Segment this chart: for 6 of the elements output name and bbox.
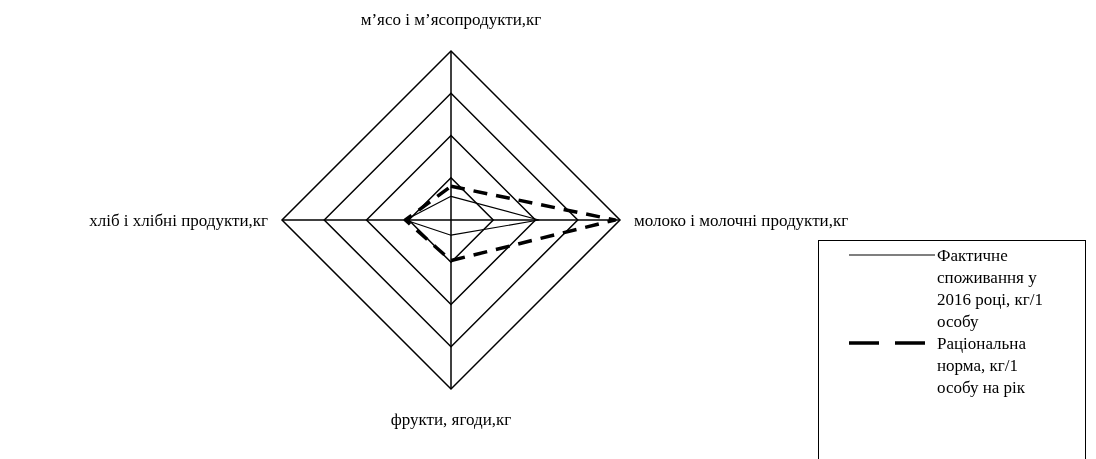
text: Раціональна норма, кг/1 особу на рік bbox=[937, 333, 1027, 399]
text: Фактичне споживання у 2016 році, кг/1 особу bbox=[937, 245, 1045, 333]
spoke-label: фрукти, ягоди,кг bbox=[390, 410, 512, 429]
spoke-label: хліб і хлібні продукти,кг bbox=[89, 211, 269, 230]
spoke-label: молоко і молочні продукти,кг bbox=[634, 211, 849, 230]
spoke-label: м’ясо і м’ясопродукти,кг bbox=[360, 10, 542, 29]
